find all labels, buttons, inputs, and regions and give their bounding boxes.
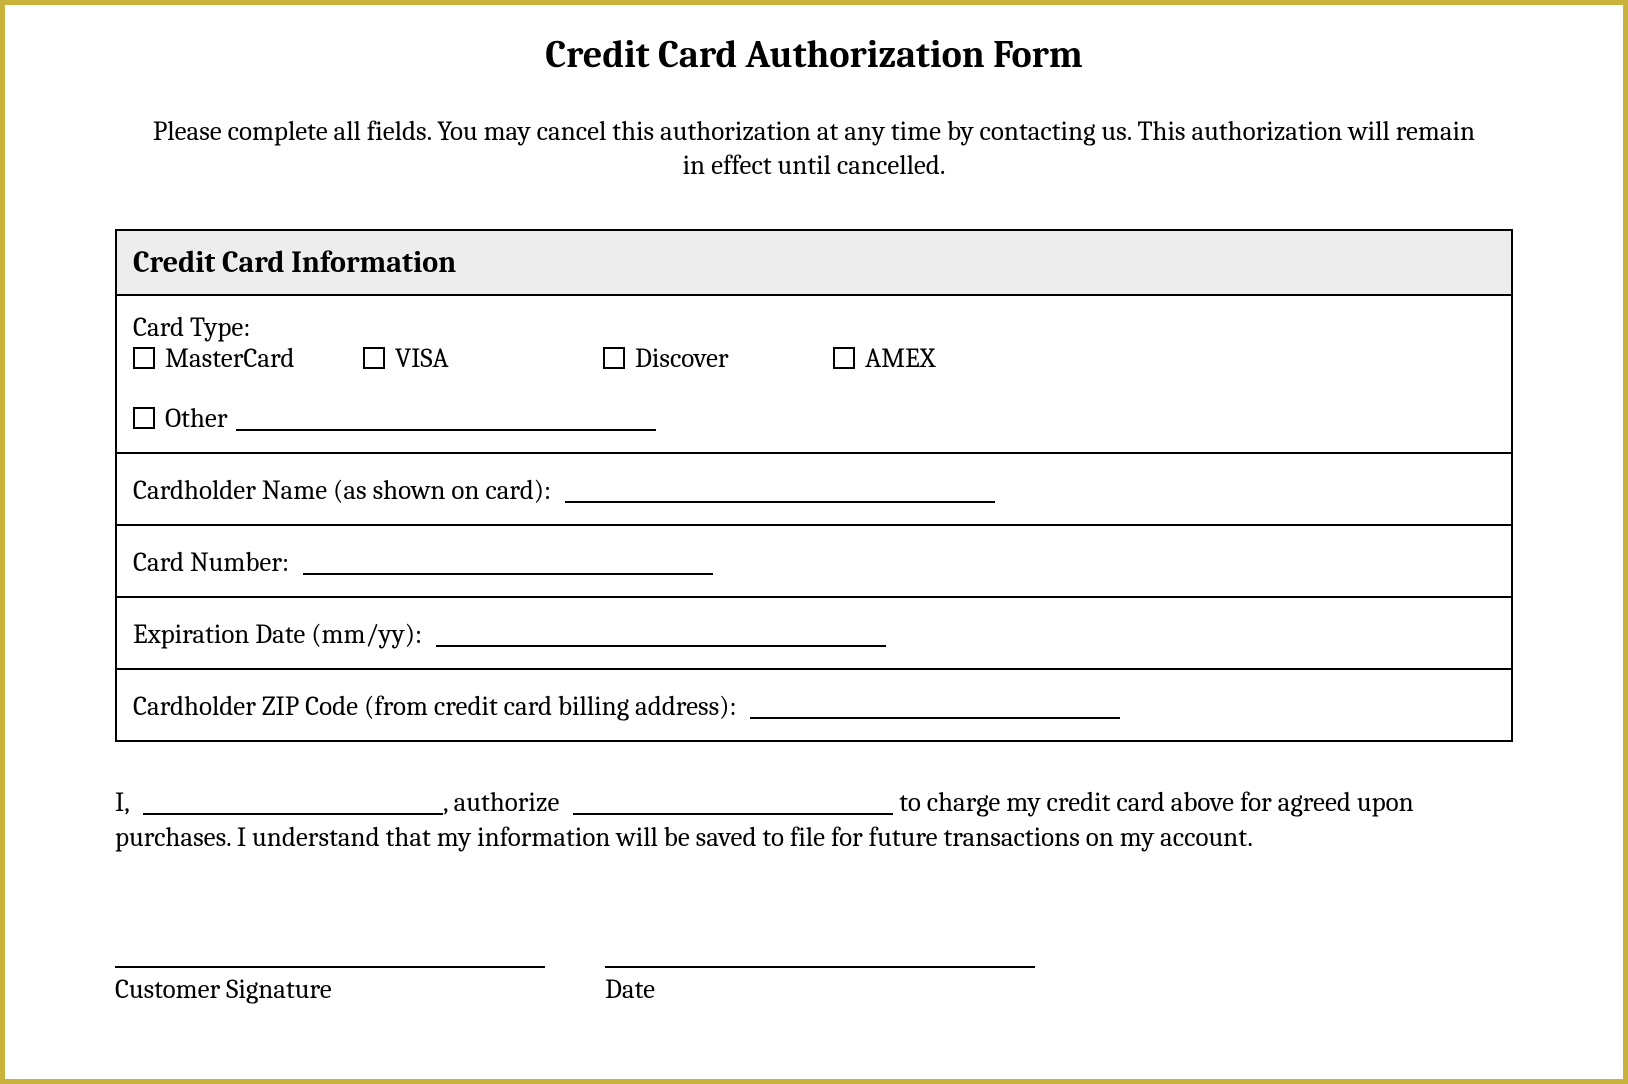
- option-label: AMEX: [865, 343, 935, 374]
- other-blank[interactable]: [236, 402, 656, 431]
- form-title: Credit Card Authorization Form: [115, 33, 1513, 77]
- section-header: Credit Card Information: [116, 230, 1512, 295]
- card-type-option-amex[interactable]: AMEX: [833, 343, 983, 374]
- credit-card-table: Credit Card Information Card Type: Maste…: [115, 229, 1513, 742]
- card-number-label: Card Number:: [133, 547, 289, 578]
- card-type-label: Card Type:: [133, 312, 293, 343]
- option-label: Discover: [635, 343, 729, 374]
- expiration-blank[interactable]: [436, 618, 886, 647]
- checkbox-icon: [133, 407, 155, 429]
- signature-row: Customer Signature Date: [115, 965, 1513, 1005]
- checkbox-icon: [833, 347, 855, 369]
- date-field[interactable]: Date: [605, 965, 1035, 1005]
- option-label: MasterCard: [165, 343, 294, 374]
- zip-label: Cardholder ZIP Code (from credit card bi…: [133, 691, 736, 722]
- card-type-option-discover[interactable]: Discover: [603, 343, 833, 374]
- expiration-row: Expiration Date (mm/yy):: [116, 597, 1512, 669]
- card-type-options: MasterCard VISA Discover AMEX: [133, 343, 1495, 434]
- signature-line: [605, 965, 1035, 968]
- auth-payee-blank[interactable]: [573, 786, 893, 815]
- form-container: Credit Card Authorization Form Please co…: [0, 0, 1628, 1084]
- card-type-option-mastercard[interactable]: MasterCard: [133, 343, 363, 374]
- zip-row: Cardholder ZIP Code (from credit card bi…: [116, 669, 1512, 741]
- card-type-row: Card Type: MasterCard VISA Discover: [116, 295, 1512, 453]
- customer-signature-label: Customer Signature: [115, 974, 545, 1005]
- option-label: VISA: [395, 343, 449, 374]
- checkbox-icon: [133, 347, 155, 369]
- expiration-label: Expiration Date (mm/yy):: [133, 619, 422, 650]
- cardholder-name-blank[interactable]: [565, 474, 995, 503]
- date-label: Date: [605, 974, 1035, 1005]
- checkbox-icon: [603, 347, 625, 369]
- checkbox-icon: [363, 347, 385, 369]
- card-number-blank[interactable]: [303, 546, 713, 575]
- card-type-option-other[interactable]: Other: [133, 398, 656, 434]
- signature-line: [115, 965, 545, 968]
- cardholder-name-row: Cardholder Name (as shown on card):: [116, 453, 1512, 525]
- auth-middle: , authorize: [443, 787, 559, 818]
- customer-signature-field[interactable]: Customer Signature: [115, 965, 545, 1005]
- option-label: Other: [165, 403, 228, 434]
- cardholder-name-label: Cardholder Name (as shown on card):: [133, 475, 551, 506]
- form-intro: Please complete all fields. You may canc…: [145, 115, 1483, 183]
- card-type-option-visa[interactable]: VISA: [363, 343, 603, 374]
- auth-name-blank[interactable]: [143, 786, 443, 815]
- authorization-statement: I, , authorize to charge my credit card …: [115, 782, 1513, 855]
- zip-blank[interactable]: [750, 690, 1120, 719]
- card-number-row: Card Number:: [116, 525, 1512, 597]
- auth-prefix: I,: [115, 787, 129, 818]
